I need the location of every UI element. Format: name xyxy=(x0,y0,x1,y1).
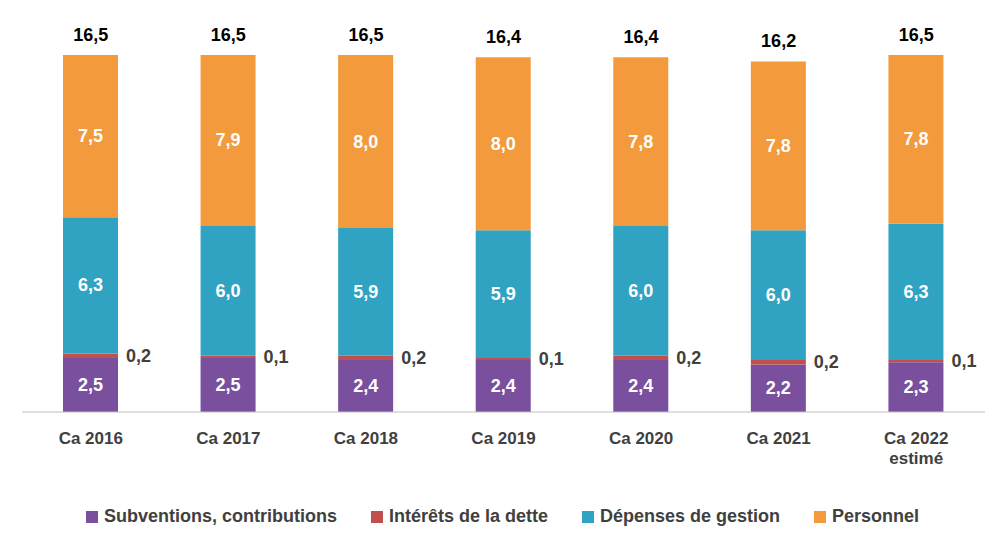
svg-text:Ca 2020: Ca 2020 xyxy=(609,429,673,448)
svg-text:Ca 2022estimé: Ca 2022estimé xyxy=(884,429,948,466)
svg-text:6,0: 6,0 xyxy=(216,281,241,301)
svg-text:Ca 2021: Ca 2021 xyxy=(747,429,811,448)
svg-text:2,3: 2,3 xyxy=(903,377,928,397)
svg-text:0,2: 0,2 xyxy=(676,348,701,368)
svg-text:2,5: 2,5 xyxy=(78,375,103,395)
svg-text:16,5: 16,5 xyxy=(211,25,246,45)
svg-text:0,2: 0,2 xyxy=(401,348,426,368)
svg-text:0,1: 0,1 xyxy=(951,351,976,371)
svg-text:6,0: 6,0 xyxy=(766,285,791,305)
svg-text:0,1: 0,1 xyxy=(539,349,564,369)
svg-text:5,9: 5,9 xyxy=(353,282,378,302)
svg-text:0,2: 0,2 xyxy=(126,346,151,366)
svg-text:16,5: 16,5 xyxy=(73,25,108,45)
svg-text:8,0: 8,0 xyxy=(491,134,516,154)
html-text:Dépenses de gestion: Dépenses de gestion xyxy=(600,506,780,526)
svg-text:7,5: 7,5 xyxy=(78,126,103,146)
svg-text:2,2: 2,2 xyxy=(766,378,791,398)
svg-text:8,0: 8,0 xyxy=(353,132,378,152)
svg-text:0,1: 0,1 xyxy=(264,347,289,367)
svg-text:6,0: 6,0 xyxy=(628,281,653,301)
svg-text:6,3: 6,3 xyxy=(903,282,928,302)
svg-text:0,2: 0,2 xyxy=(814,352,839,372)
svg-text:6,3: 6,3 xyxy=(78,275,103,295)
svg-text:2,5: 2,5 xyxy=(216,375,241,395)
svg-text:7,8: 7,8 xyxy=(903,129,928,149)
svg-text:16,4: 16,4 xyxy=(624,27,659,47)
svg-text:7,9: 7,9 xyxy=(216,130,241,150)
svg-text:16,2: 16,2 xyxy=(761,31,796,51)
svg-text:Ca 2018: Ca 2018 xyxy=(334,429,398,448)
svg-text:5,9: 5,9 xyxy=(491,284,516,304)
svg-text:Ca 2019: Ca 2019 xyxy=(471,429,535,448)
svg-text:16,4: 16,4 xyxy=(486,27,521,47)
html-text:Personnel: Personnel xyxy=(832,506,920,526)
svg-text:Ca 2016: Ca 2016 xyxy=(59,429,123,448)
svg-text:Ca 2017: Ca 2017 xyxy=(196,429,260,448)
svg-text:7,8: 7,8 xyxy=(766,136,791,156)
svg-text:2,4: 2,4 xyxy=(491,376,516,396)
html-text:Subventions, contributions: Subventions, contributions xyxy=(103,506,337,526)
svg-text:7,8: 7,8 xyxy=(628,132,653,152)
html-text:Intérêts de la dette: Intérêts de la dette xyxy=(388,506,548,526)
svg-text:2,4: 2,4 xyxy=(353,376,378,396)
svg-text:16,5: 16,5 xyxy=(899,25,934,45)
svg-text:16,5: 16,5 xyxy=(348,25,383,45)
svg-text:2,4: 2,4 xyxy=(628,376,653,396)
